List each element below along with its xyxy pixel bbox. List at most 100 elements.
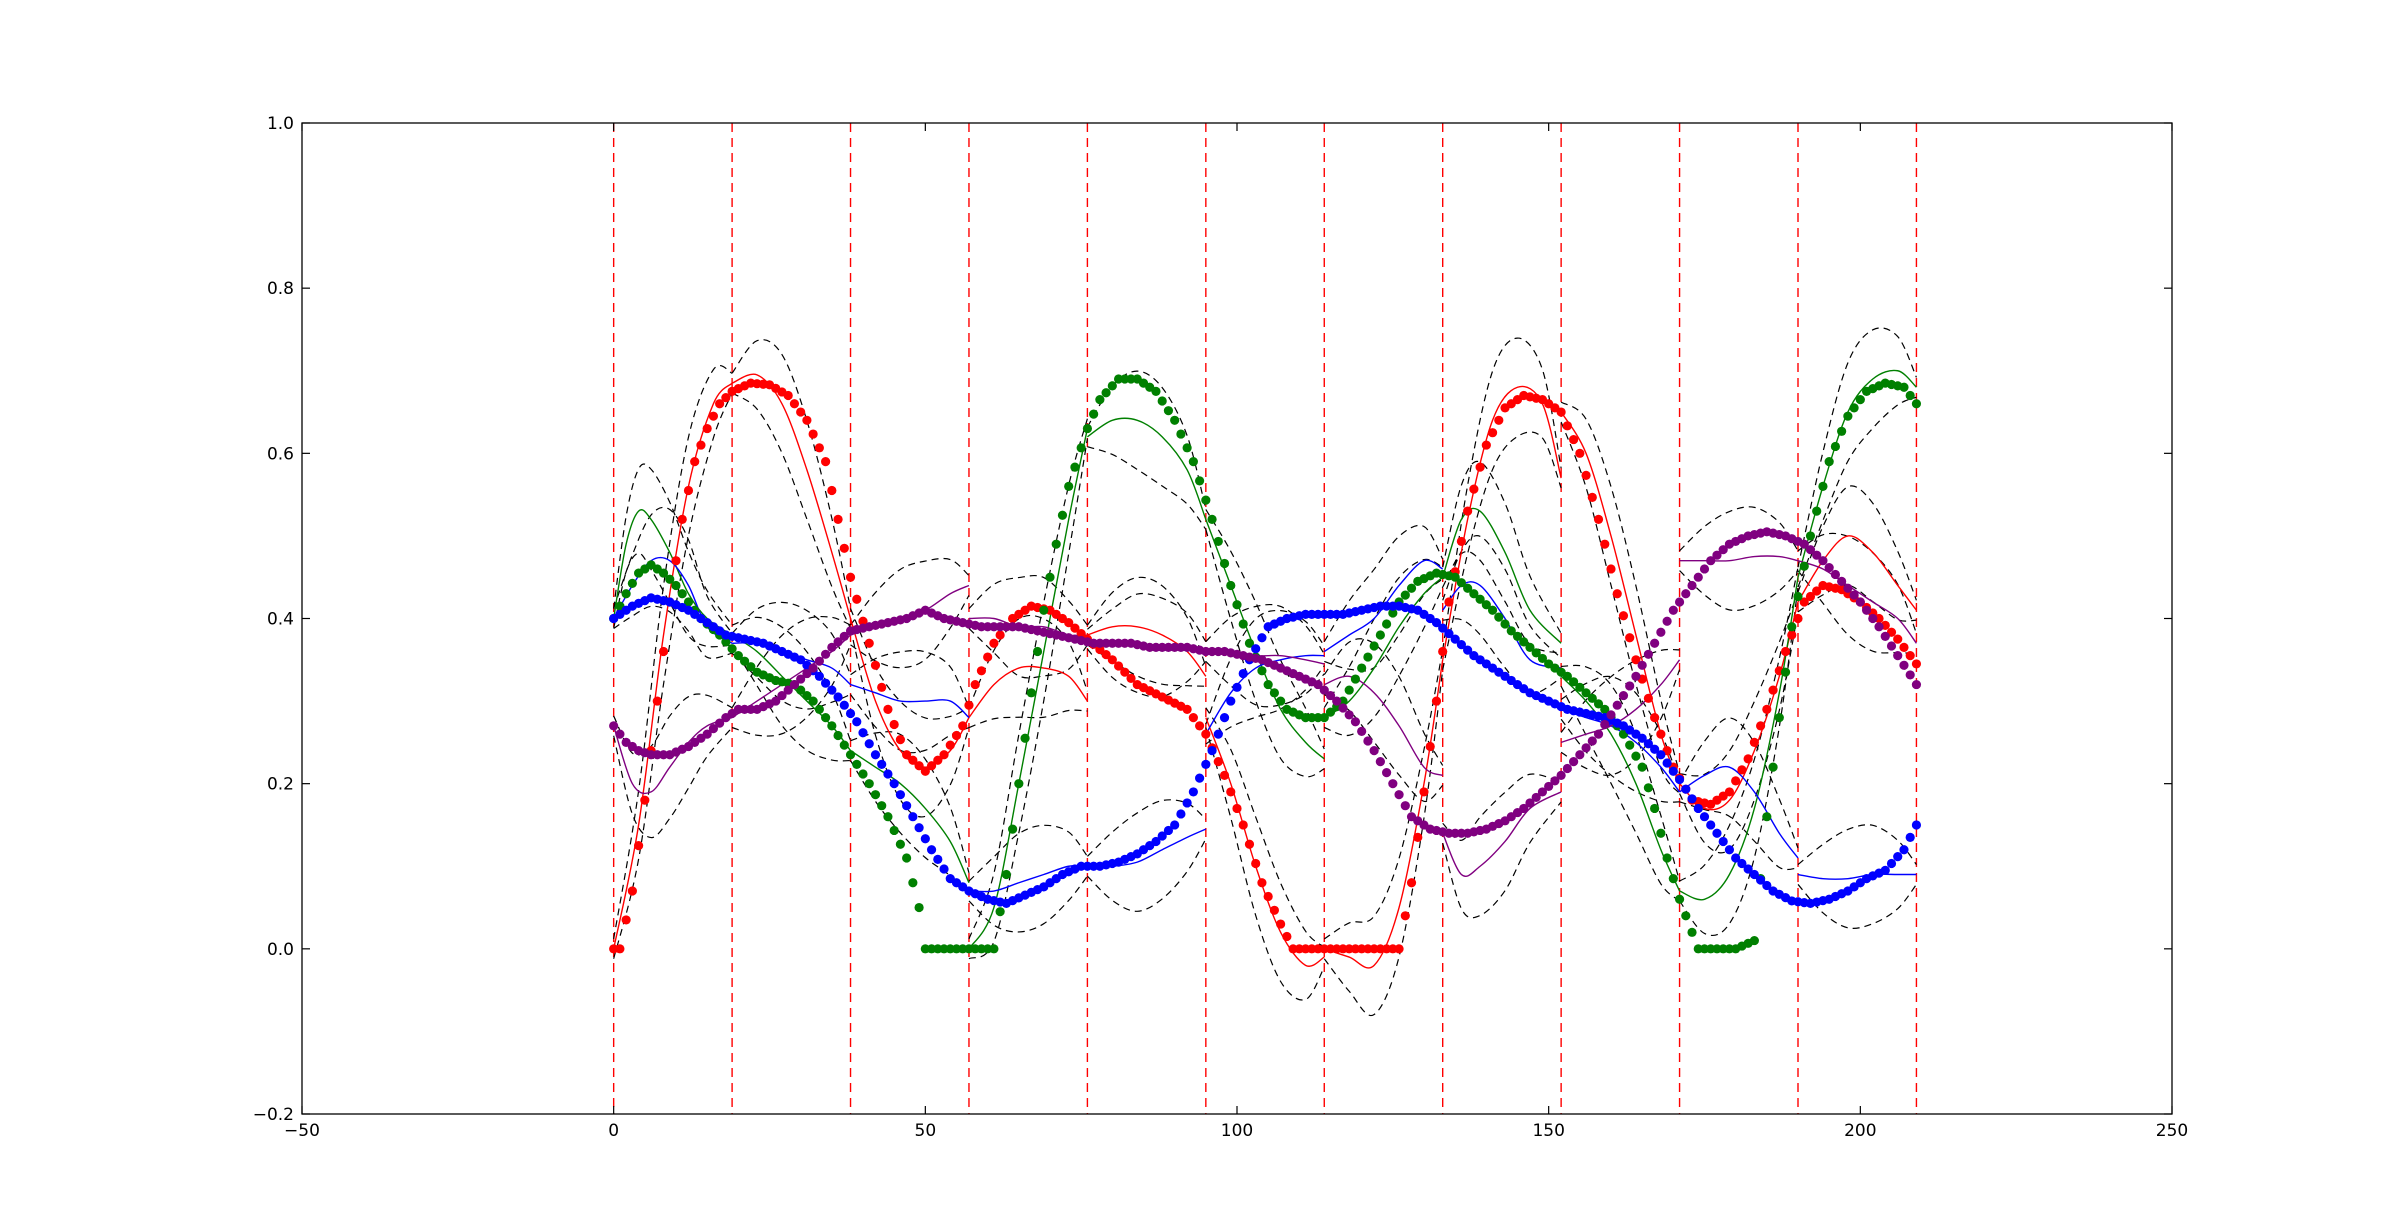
data-point	[1157, 831, 1167, 841]
data-point	[827, 485, 837, 496]
data-point	[1244, 638, 1255, 648]
data-point	[870, 750, 881, 760]
fit-curve	[850, 750, 970, 884]
data-point	[802, 668, 812, 679]
data-point	[1456, 640, 1466, 650]
data-point	[1762, 880, 1772, 891]
data-point	[1593, 699, 1604, 709]
data-point	[1188, 713, 1198, 723]
fit-curve	[1560, 675, 1681, 892]
data-point	[1057, 510, 1068, 520]
data-point	[1163, 825, 1174, 836]
data-point	[1606, 710, 1616, 720]
confidence-band-upper	[613, 463, 733, 626]
confidence-band-lower	[1205, 661, 1325, 708]
data-point	[1805, 545, 1816, 555]
data-point	[1812, 506, 1822, 516]
confidence-band-upper	[1797, 327, 1917, 568]
data-point	[1712, 828, 1722, 838]
x-axis-ticks: −50 0 50 100 150 200 250	[284, 123, 2188, 1141]
confidence-band-upper	[1205, 509, 1325, 750]
data-point	[789, 679, 800, 690]
data-point	[1494, 415, 1504, 425]
data-point	[1706, 556, 1716, 566]
data-point	[1089, 409, 1099, 419]
data-point	[1911, 399, 1922, 409]
data-point	[1743, 754, 1753, 764]
data-point	[1587, 736, 1597, 746]
data-point	[1787, 622, 1797, 632]
confidence-band-lower	[850, 694, 970, 754]
data-point	[1107, 381, 1117, 391]
data-point	[1176, 429, 1186, 439]
data-point	[634, 841, 644, 851]
data-point	[1893, 651, 1903, 661]
data-point	[1101, 388, 1111, 398]
x-tick-label: 200	[1844, 1121, 1876, 1141]
data-point	[1519, 803, 1529, 814]
data-point	[1151, 386, 1161, 396]
data-point	[1612, 700, 1622, 710]
data-point	[1650, 744, 1660, 754]
data-point	[1749, 935, 1759, 946]
data-point	[615, 729, 625, 739]
data-point	[1400, 801, 1410, 811]
data-point	[1643, 693, 1653, 703]
data-point	[1375, 630, 1385, 640]
data-point	[1780, 646, 1791, 657]
y-tick-label: 0.2	[267, 775, 294, 795]
data-point	[1911, 659, 1922, 669]
confidence-band-upper	[1679, 567, 1799, 882]
data-point	[1849, 403, 1859, 413]
data-point	[1257, 878, 1267, 888]
data-point	[1244, 839, 1255, 849]
data-point	[1170, 415, 1180, 425]
data-point	[1064, 481, 1074, 491]
data-point	[1469, 589, 1479, 599]
data-point	[683, 485, 694, 496]
confidence-band-upper	[850, 557, 970, 626]
data-point	[1313, 679, 1323, 690]
data-point	[808, 696, 818, 706]
confidence-band-upper	[731, 339, 852, 609]
data-point	[1032, 646, 1043, 657]
fit-curve	[1087, 417, 1207, 520]
data-point	[1070, 462, 1080, 472]
data-point	[1438, 623, 1448, 633]
data-point	[1382, 768, 1392, 778]
data-point	[1656, 828, 1666, 838]
data-point	[1170, 820, 1180, 830]
data-point	[1699, 564, 1710, 574]
data-point	[1824, 456, 1834, 467]
data-point	[1226, 696, 1236, 706]
data-point	[845, 750, 856, 760]
data-point	[1219, 558, 1230, 569]
data-point	[708, 411, 719, 421]
data-point	[1201, 759, 1211, 770]
data-point	[1406, 878, 1417, 888]
confidence-band-upper	[731, 615, 851, 709]
data-point	[1107, 655, 1117, 665]
data-point	[1350, 674, 1361, 684]
fit-curve	[968, 665, 1088, 719]
data-point	[945, 740, 955, 750]
data-point	[902, 750, 912, 760]
data-point	[1157, 396, 1167, 406]
data-point	[1780, 667, 1791, 677]
x-tick-label: 50	[915, 1121, 937, 1141]
confidence-band-upper	[1323, 649, 1444, 940]
data-point	[1388, 608, 1398, 618]
data-point	[1394, 790, 1404, 800]
data-point	[1201, 729, 1211, 739]
data-point	[1394, 944, 1404, 954]
data-point	[1550, 776, 1560, 786]
data-point	[1463, 645, 1473, 655]
data-point	[1724, 787, 1735, 797]
data-point	[1625, 633, 1635, 643]
confidence-band-upper	[1442, 773, 1562, 841]
data-point	[1400, 590, 1410, 600]
data-point	[939, 750, 949, 760]
data-point	[1332, 696, 1342, 706]
data-point	[1008, 824, 1018, 834]
data-point	[1494, 612, 1504, 622]
